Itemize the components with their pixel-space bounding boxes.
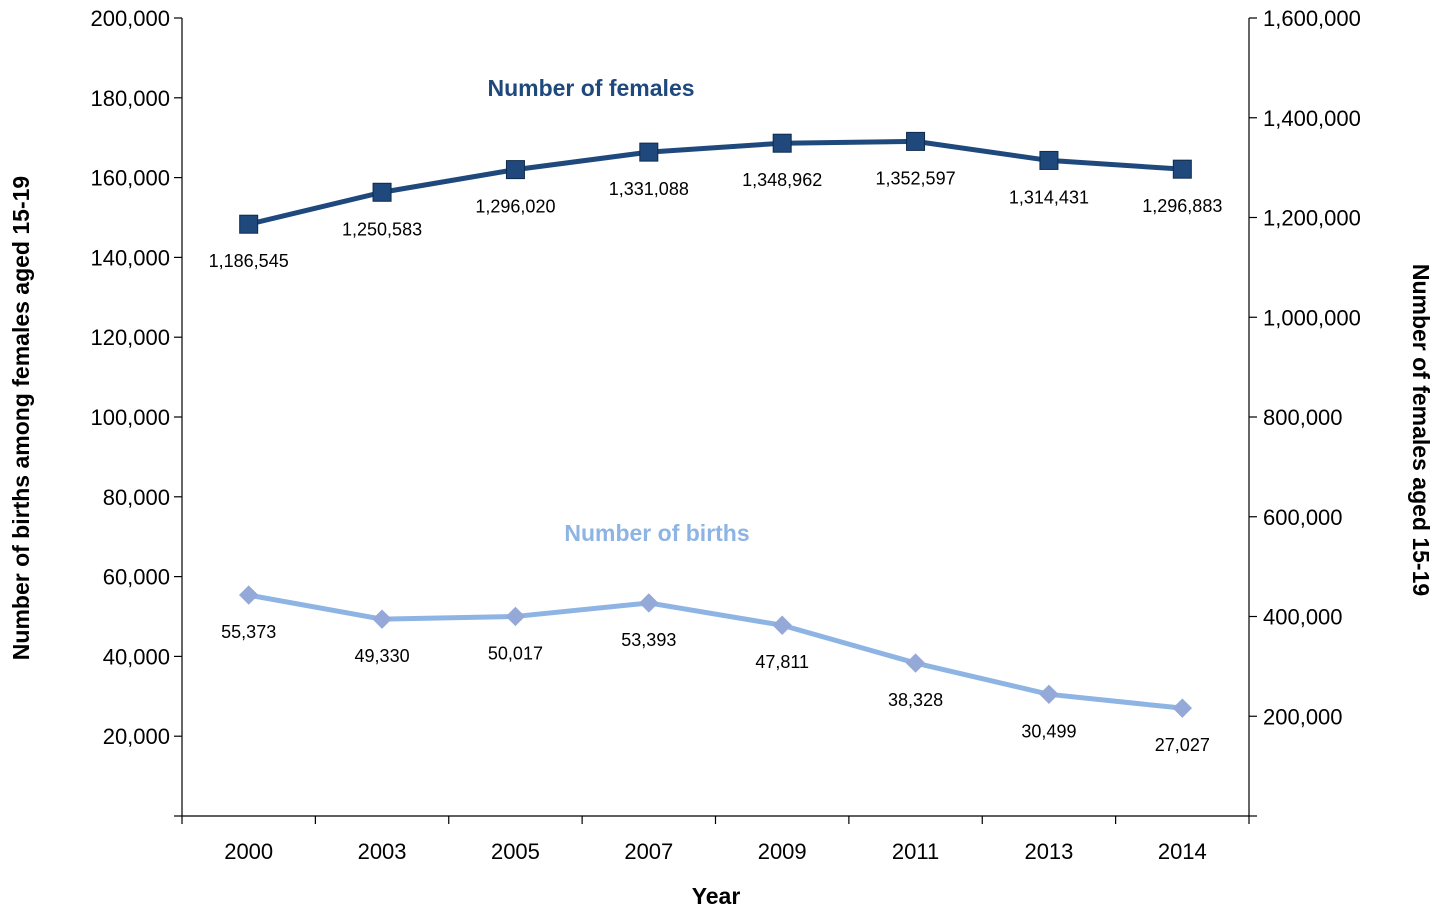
- right-axis-ticks: 200,000 400,000 600,000 800,000 1,000,000 1,2…: [1249, 6, 1361, 817]
- data-point-diamond: [1039, 684, 1059, 705]
- x-axis-tick-label: 2011: [892, 839, 939, 864]
- x-axis-tick-label: 2007: [624, 839, 673, 864]
- data-point-diamond: [1172, 698, 1193, 718]
- data-label: 1,250,583: [342, 219, 422, 239]
- left-axis-title: Number of births among females aged 15-1…: [8, 176, 34, 660]
- series-line: [246, 138, 1185, 227]
- data-point-diamond: [505, 606, 526, 627]
- x-axis-tick-label: 2000: [224, 839, 273, 864]
- x-axis-title: Year: [692, 883, 741, 909]
- data-label: 38,328: [888, 690, 943, 710]
- x-axis-tick-label: 2013: [1024, 839, 1073, 864]
- data-point-square: [772, 133, 792, 153]
- left-axis-tick-label: 20,000: [103, 724, 170, 749]
- data-label: 1,296,883: [1142, 196, 1222, 216]
- left-axis-tick-label: 40,000: [103, 644, 170, 669]
- data-label: 27,027: [1155, 735, 1210, 755]
- series-females: 1,186,545 1,250,583 1,296,020 1,331,088 1,34…: [209, 131, 1222, 271]
- data-label: 30,499: [1021, 721, 1076, 741]
- x-axis-tick-label: 2009: [758, 839, 807, 864]
- series-title-females: Number of females: [487, 75, 694, 101]
- data-label: 1,348,962: [742, 170, 822, 190]
- left-axis-tick-label: 140,000: [90, 245, 170, 270]
- right-axis-tick-label: 1,200,000: [1263, 206, 1361, 231]
- left-axis-tick-label: 60,000: [103, 565, 170, 590]
- left-axis-tick-label: 100,000: [90, 405, 170, 430]
- series-births: 55,373 49,330 50,017 53,393 47,811 38,328 30,4…: [221, 585, 1210, 755]
- data-point-diamond: [772, 615, 792, 635]
- x-axis-ticks: 2000 2003 2005 2007 2009 2011 2013 2014: [181, 816, 1250, 864]
- left-axis-tick-label: 120,000: [90, 325, 170, 350]
- data-label: 1,296,020: [475, 197, 555, 217]
- data-label: 1,331,088: [609, 179, 689, 199]
- data-point-square: [1172, 159, 1192, 179]
- data-point-diamond: [372, 609, 392, 629]
- data-point-square: [505, 160, 525, 180]
- data-label: 55,373: [221, 622, 276, 642]
- right-axis-tick-label: 800,000: [1263, 405, 1343, 430]
- left-axis-tick-label: 200,000: [90, 6, 170, 31]
- data-point-diamond: [639, 593, 659, 613]
- data-point-square: [372, 182, 392, 202]
- x-axis-tick-label: 2003: [358, 839, 407, 864]
- right-axis-tick-label: 1,600,000: [1263, 6, 1361, 31]
- right-axis-tick-label: 600,000: [1263, 505, 1343, 530]
- series-title-births: Number of births: [564, 520, 749, 546]
- left-axis-ticks: 20,000 40,000 60,000 80,000 100,000 120,000 14…: [90, 6, 182, 817]
- data-point-square: [239, 214, 259, 234]
- left-axis-tick-label: 160,000: [90, 166, 170, 191]
- data-label: 47,811: [755, 652, 809, 672]
- data-point-square: [906, 131, 926, 151]
- data-label: 1,186,545: [209, 251, 289, 271]
- data-label: 1,314,431: [1009, 187, 1089, 207]
- data-point-diamond: [905, 653, 926, 673]
- data-label: 50,017: [488, 643, 543, 663]
- data-point-square: [1039, 150, 1059, 170]
- series-line: [246, 592, 1185, 711]
- data-point-diamond: [238, 585, 259, 605]
- right-axis-tick-label: 1,000,000: [1263, 305, 1361, 330]
- data-label: 53,393: [621, 630, 676, 650]
- right-axis-tick-label: 200,000: [1263, 704, 1343, 729]
- x-axis-tick-label: 2014: [1158, 839, 1207, 864]
- data-label: 49,330: [355, 646, 410, 666]
- data-label: 1,352,597: [876, 168, 956, 188]
- right-axis-tick-label: 400,000: [1263, 605, 1343, 630]
- left-axis-tick-label: 80,000: [103, 485, 170, 510]
- left-axis-tick-label: 180,000: [90, 86, 170, 111]
- right-axis-title: Number of females aged 15-19: [1408, 264, 1434, 596]
- data-point-square: [639, 142, 659, 162]
- right-axis-tick-label: 1,400,000: [1263, 106, 1361, 131]
- x-axis-tick-label: 2005: [491, 839, 540, 864]
- series-layer: 1,186,545 1,250,583 1,296,020 1,331,088 1,34…: [209, 131, 1222, 755]
